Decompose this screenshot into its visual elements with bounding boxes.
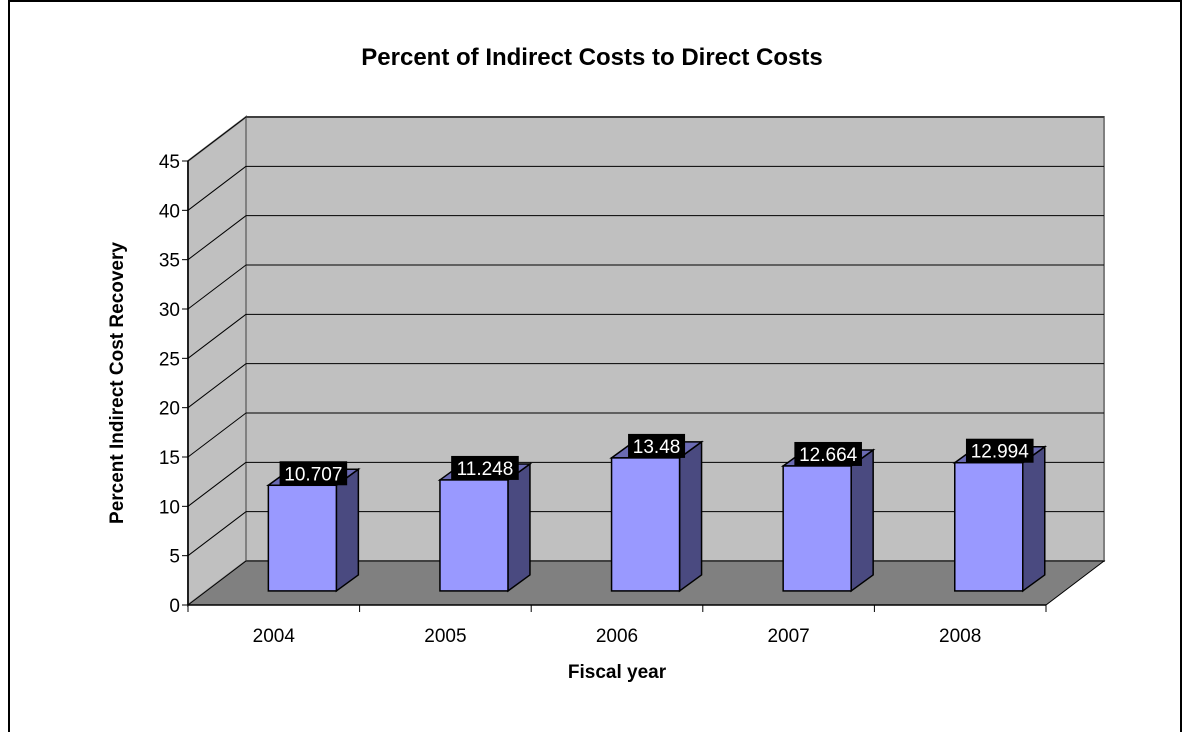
gridline-side: [187, 264, 247, 310]
gridline-side: [187, 461, 247, 507]
data-label: 12.664: [799, 445, 858, 466]
data-label: 12.994: [971, 442, 1030, 463]
x-tick-label: 2007: [767, 626, 809, 647]
x-tick-label: 2006: [596, 626, 638, 647]
chart-title: Percent of Indirect Costs to Direct Cost…: [361, 44, 823, 71]
x-tick-label: 2005: [424, 626, 466, 647]
y-tick-label: 40: [159, 201, 180, 222]
y-tick-label: 10: [159, 497, 180, 518]
bar: [610, 457, 681, 592]
y-tick-label: 30: [159, 300, 180, 321]
y-tick-label: 45: [159, 152, 180, 173]
bar-side: [507, 462, 531, 593]
gridline-side: [187, 511, 247, 557]
y-tick-label: 20: [159, 399, 180, 420]
gridline-side: [187, 363, 247, 409]
data-label-bg: [965, 438, 1034, 463]
data-label: 11.248: [457, 459, 514, 480]
y-tick-label: 0: [169, 596, 180, 617]
gridline-side: [187, 116, 247, 162]
bar: [782, 465, 852, 592]
gridline-side: [187, 165, 247, 211]
chart-frame: [8, 0, 1182, 732]
bar-side: [1022, 445, 1046, 593]
gridline-side: [187, 313, 247, 359]
data-label: 13.48: [633, 437, 681, 458]
x-tick-label: 2004: [253, 626, 296, 647]
data-label-bg: [451, 455, 519, 480]
y-tick-label: 15: [159, 448, 180, 469]
data-label-bg: [794, 441, 862, 466]
bar: [439, 479, 509, 592]
bar-side: [335, 467, 360, 593]
x-axis-label: Fiscal year: [567, 662, 667, 683]
side-wall: [187, 114, 247, 608]
y-tick-label: 25: [159, 349, 180, 370]
gridline-side: [187, 412, 247, 458]
bar-side: [850, 448, 874, 593]
gridline-side: [187, 215, 247, 261]
y-tick-label: 35: [159, 251, 180, 272]
x-tick-label: 2008: [939, 626, 981, 647]
y-tick-label: 5: [169, 547, 180, 568]
data-label: 10.707: [284, 464, 342, 485]
bar: [267, 484, 338, 592]
data-label-bg: [279, 461, 348, 486]
data-label-bg: [628, 433, 686, 458]
bar-side: [678, 440, 703, 593]
bar: [954, 461, 1024, 592]
